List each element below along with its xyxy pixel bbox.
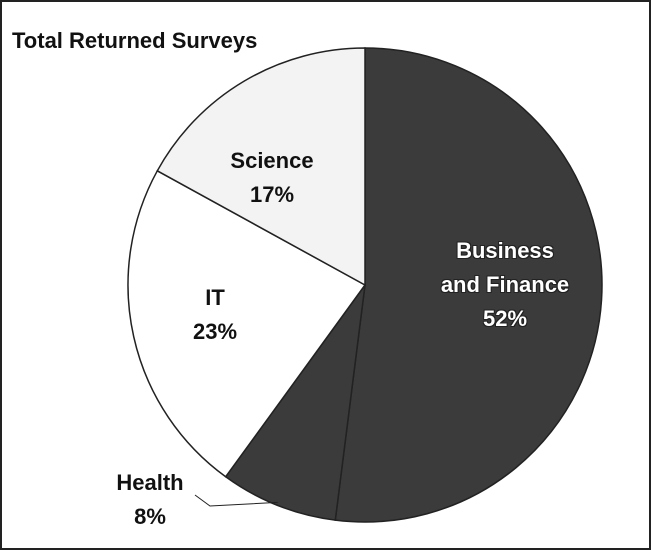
pie-slice xyxy=(334,47,603,523)
slice-percent: 17% xyxy=(249,182,295,207)
chart-title: Total Returned Surveys xyxy=(12,28,258,53)
leader-line xyxy=(194,494,278,507)
slice-name: Health xyxy=(116,470,184,495)
slice-name: IT xyxy=(205,285,225,310)
slice-percent: 23% xyxy=(192,319,238,344)
slice-name: Science xyxy=(230,148,314,173)
slice-label: Business and Finance 52% xyxy=(440,234,570,336)
slice-label: IT 23% xyxy=(150,281,280,349)
slice-label: Health 8% xyxy=(85,466,215,534)
pie-slice xyxy=(156,47,366,287)
pie-slice xyxy=(127,169,367,478)
slice-name: Business and Finance xyxy=(440,238,570,297)
slice-percent: 52% xyxy=(482,306,528,331)
pie-slice xyxy=(224,284,366,521)
slice-label: Science 17% xyxy=(207,144,337,212)
slice-percent: 8% xyxy=(134,504,166,529)
